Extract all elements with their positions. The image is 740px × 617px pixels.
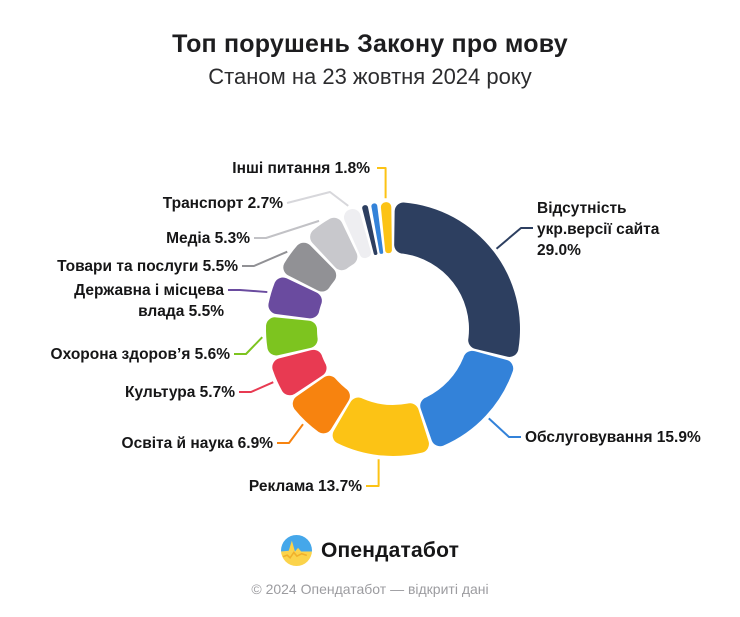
opendatabot-flag-pulse-icon — [280, 535, 312, 566]
leader-line-media — [254, 219, 320, 239]
donut-slice-derzhavna — [268, 277, 322, 319]
opendatabot-logo: Опендатабот — [0, 535, 740, 566]
leader-line-obslugovuvannya — [488, 417, 521, 438]
slice-label-media: Медіа 5.3% — [166, 230, 250, 247]
slice-label-derzhavna: Державна і місцева влада 5.5% — [74, 282, 224, 320]
leader-line-transport — [286, 191, 349, 207]
leader-line-inshi — [377, 167, 387, 199]
leader-line-osvita — [277, 423, 304, 444]
leader-line-tovary — [242, 250, 288, 267]
donut-slice-osvita — [292, 375, 350, 434]
slice-label-inshi: Інші питання 1.8% — [232, 160, 370, 177]
slice-label-obslugovuvannya: Обслуговування 15.9% — [525, 429, 701, 446]
donut-slice-tovary — [283, 242, 337, 292]
donut-slice-inshi — [380, 202, 392, 254]
donut-slice-kultura — [272, 349, 327, 396]
leader-line-derzhavna — [228, 289, 268, 294]
donut-slice-vidsutnist — [394, 202, 520, 357]
slice-label-kultura: Культура 5.7% — [124, 384, 235, 401]
slice-label-osvita: Освіта й наука 6.9% — [121, 435, 273, 452]
footer-text: © 2024 Опендатабот — відкриті дані — [251, 581, 489, 597]
leader-line-vidsutnist — [495, 227, 533, 250]
leader-line-okhorona — [234, 336, 263, 355]
donut-slice-small-blue — [371, 203, 384, 254]
slice-label-transport: Транспорт 2.7% — [162, 195, 283, 212]
donut-slice-small-navy — [362, 205, 378, 256]
leader-line-reklama — [366, 459, 380, 487]
donut-slice-media — [310, 217, 358, 271]
slice-label-vidsutnist: Відсутність укр.версії сайта 29.0% — [537, 200, 660, 259]
donut-slice-transport — [343, 209, 372, 259]
chart-title: Топ порушень Закону про мову — [172, 30, 568, 58]
leader-line-kultura — [239, 381, 274, 393]
donut-slice-reklama — [332, 397, 429, 456]
slice-label-tovary: Товари та послуги 5.5% — [57, 258, 238, 275]
donut-slice-okhorona — [265, 317, 318, 356]
logo-text: Опендатабот — [320, 538, 460, 562]
chart-subtitle: Станом на 23 жовтня 2024 року — [208, 64, 532, 89]
slice-label-okhorona: Охорона здоров’я 5.6% — [50, 346, 230, 363]
donut-slice-obslugovuvannya — [420, 350, 514, 447]
slice-label-reklama: Реклама 13.7% — [248, 478, 362, 495]
